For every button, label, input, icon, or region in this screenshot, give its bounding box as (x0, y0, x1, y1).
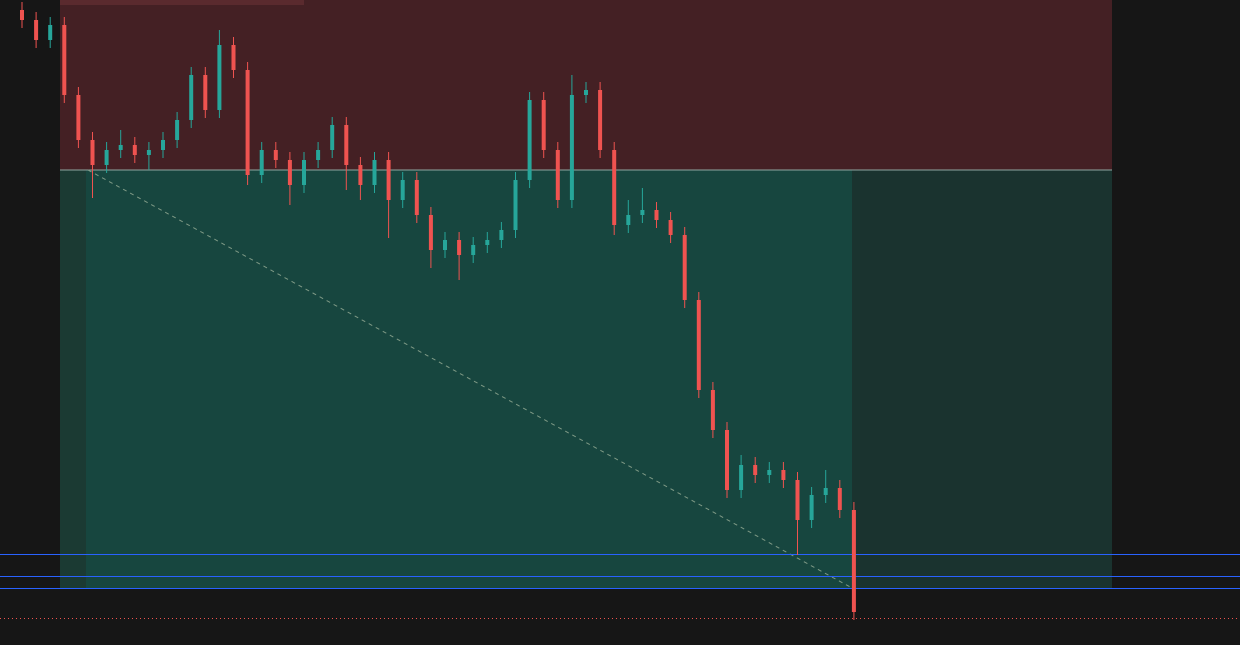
candle-body (316, 150, 321, 160)
candle-body (527, 100, 532, 180)
candle-body (400, 180, 405, 200)
candle-body (499, 230, 504, 240)
candle-body (287, 160, 292, 185)
candle-body (795, 480, 800, 520)
candle-body (485, 240, 490, 245)
candle-body (612, 150, 617, 225)
candle-body (471, 245, 476, 255)
candle-body (541, 100, 546, 150)
candle-body (358, 165, 363, 185)
candle-body (428, 215, 433, 250)
candle-body (203, 75, 208, 110)
candle-body (76, 95, 81, 140)
candle-body (682, 235, 687, 300)
candle-body (62, 25, 67, 95)
candle-body (146, 150, 151, 155)
candle-body (175, 120, 180, 140)
candle-body (48, 25, 53, 40)
trend-line (87, 169, 853, 589)
candle-body (217, 45, 222, 110)
stop-zone-tab (60, 0, 304, 5)
candle-body (696, 300, 701, 390)
candle-body (668, 220, 673, 235)
candle-body (710, 390, 715, 430)
candle-body (457, 240, 462, 255)
candle-body (513, 180, 518, 230)
candle-body (231, 45, 236, 70)
candle-body (386, 160, 391, 200)
candle-body (245, 70, 250, 175)
candle-body (767, 470, 772, 475)
candle-body (273, 150, 278, 160)
candle-body (654, 210, 659, 220)
candle-body (189, 75, 194, 120)
candle-body (104, 150, 109, 165)
candle-body (725, 430, 729, 490)
candle-body (837, 488, 842, 510)
target-zone-left (60, 170, 86, 588)
candle-body (414, 180, 419, 215)
candle-body (781, 470, 786, 480)
candle-body (90, 140, 95, 165)
candle-body (640, 210, 645, 215)
candle-body (739, 465, 744, 490)
candle-body (584, 90, 588, 95)
candle-body (753, 465, 758, 475)
candle-body (20, 10, 24, 20)
candle-body (809, 495, 814, 520)
candle-body (823, 488, 828, 495)
candle-body (302, 160, 306, 185)
candle-body (443, 240, 447, 250)
candle-body (161, 140, 165, 150)
candle-body (851, 510, 856, 612)
candle-body (34, 20, 39, 40)
candle-body (132, 145, 137, 155)
candle-body (259, 150, 264, 175)
candle-body (555, 150, 560, 200)
target-zone-right (852, 170, 1112, 588)
candles (20, 2, 856, 620)
candle-body (118, 145, 123, 150)
candle-body (626, 215, 631, 225)
candle-body (569, 95, 574, 200)
candle-body (598, 90, 603, 150)
candle-body (330, 125, 335, 150)
candle-body (372, 160, 377, 185)
candle-body (344, 125, 349, 165)
